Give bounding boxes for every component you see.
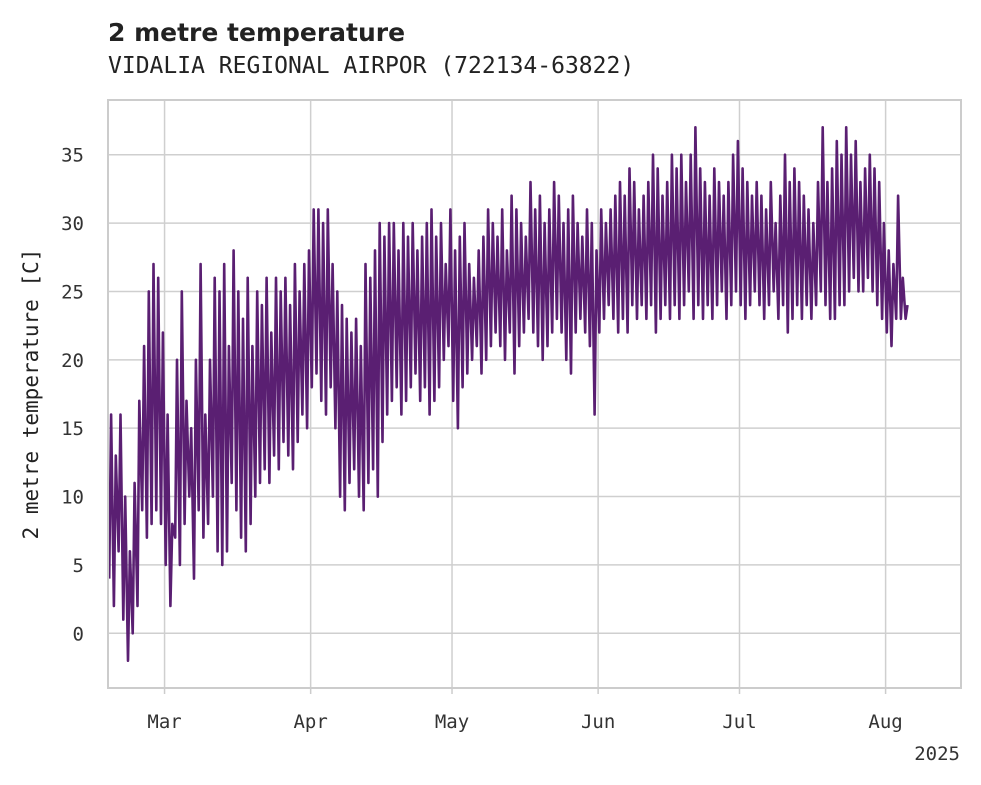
y-tick-label: 35 — [61, 145, 84, 167]
series-temperature — [107, 126, 909, 662]
chart-subtitle: VIDALIA REGIONAL AIRPOR (722134-63822) — [108, 53, 634, 79]
y-tick-label: 15 — [61, 418, 84, 440]
x-tick-label: Jun — [581, 711, 615, 733]
chart-title: 2 metre temperature — [108, 18, 405, 47]
x-tick-label: Jul — [722, 711, 756, 733]
y-tick-label: 10 — [61, 487, 84, 509]
y-tick-label: 5 — [73, 555, 84, 577]
y-tick-label: 20 — [61, 350, 84, 372]
y-axis-label: 2 metre temperature [C] — [19, 249, 43, 540]
y-tick-label: 0 — [73, 623, 84, 645]
x-tick-label: Apr — [293, 711, 327, 733]
x-axis-ticks: Mar Apr May Jun Jul Aug — [147, 688, 903, 733]
x-tick-label: Aug — [868, 711, 902, 733]
x-axis-year-label: 2025 — [914, 743, 960, 765]
y-axis-ticks: 0 5 10 15 20 25 30 35 — [61, 145, 84, 646]
y-tick-label: 30 — [61, 213, 84, 235]
x-tick-label: May — [435, 711, 469, 733]
temperature-line — [107, 126, 909, 662]
y-tick-label: 25 — [61, 281, 84, 303]
x-tick-label: Mar — [147, 711, 181, 733]
plot-frame — [107, 99, 962, 689]
